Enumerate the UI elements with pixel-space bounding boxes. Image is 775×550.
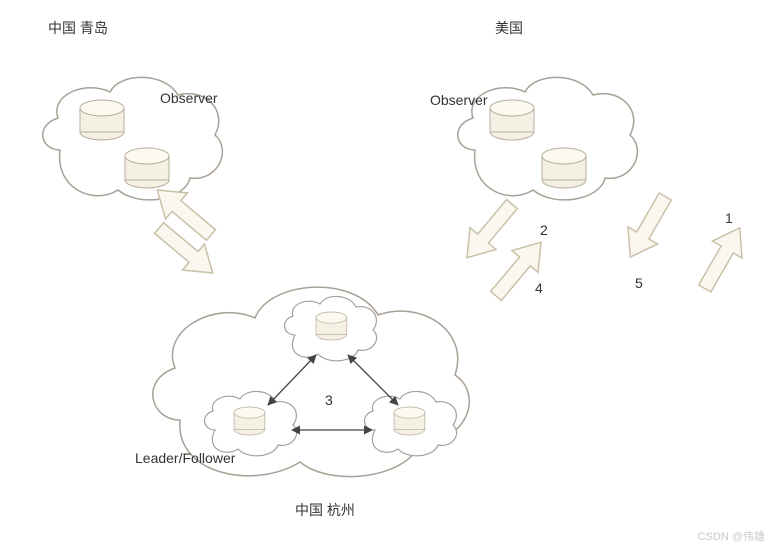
arrow-ext-up [690, 219, 754, 297]
label-n4: 4 [535, 280, 543, 296]
arrow-usa-down [454, 193, 525, 268]
label-observer2: Observer [430, 92, 488, 108]
arrow-ext-down [616, 188, 680, 266]
label-observer1: Observer [160, 90, 218, 106]
label-n5: 5 [635, 275, 643, 291]
hangzhou-cloud [153, 287, 469, 476]
cylinder-icon [80, 100, 124, 140]
cylinder-icon [316, 312, 347, 340]
label-leader-follower: Leader/Follower [135, 450, 235, 466]
cylinder-icon [125, 148, 169, 188]
diagram-canvas [0, 0, 775, 550]
label-n1: 1 [725, 210, 733, 226]
label-n2: 2 [540, 222, 548, 238]
label-n3: 3 [325, 392, 333, 408]
label-usa: 美国 [495, 18, 523, 38]
cylinder-icon [490, 100, 534, 140]
node-right [365, 391, 457, 455]
arrow-hangzhou-up-right [483, 231, 554, 306]
cylinder-icon [394, 407, 425, 435]
cylinder-icon [234, 407, 265, 435]
label-hangzhou: 中国 杭州 [295, 500, 355, 520]
watermark: CSDN @伟雄 [698, 528, 765, 544]
arrow-qingdao-down [148, 215, 223, 286]
cylinder-icon [542, 148, 586, 188]
label-qingdao: 中国 青岛 [48, 18, 108, 38]
